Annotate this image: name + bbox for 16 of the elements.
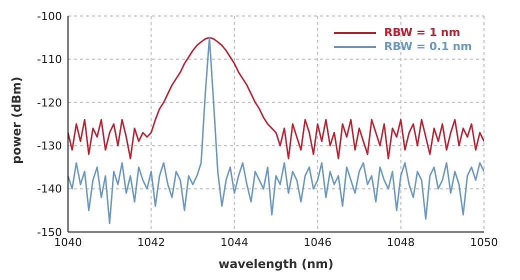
y-tick-label: -130 — [37, 140, 62, 153]
line-series — [68, 36, 484, 160]
x-tick-label: 1048 — [386, 236, 415, 249]
y-tick-label: -120 — [37, 96, 62, 110]
y-tick-label: -140 — [37, 182, 62, 196]
y-tick-label: -110 — [37, 53, 62, 66]
legend-label: RBW = 0.1 nm — [384, 40, 472, 54]
y-axis-title: power (dBm) — [9, 76, 24, 164]
y-tick-label: -100 — [37, 10, 62, 23]
x-tick-label: 1042 — [137, 236, 166, 249]
x-tick-label: 1044 — [220, 236, 248, 249]
line-series — [68, 36, 484, 224]
x-tick-label: 1046 — [304, 236, 332, 249]
x-axis-title: wavelength (nm) — [218, 257, 334, 271]
legend-label: RBW = 1 nm — [384, 26, 460, 40]
x-tick-label: 1050 — [470, 236, 498, 249]
